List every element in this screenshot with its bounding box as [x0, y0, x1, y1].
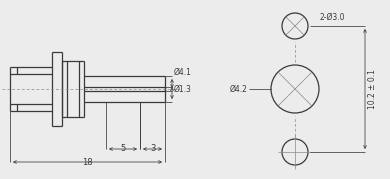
Text: Ø4.1: Ø4.1 [174, 67, 192, 76]
Text: 5: 5 [121, 144, 126, 153]
Text: 10.2 ± 0.1: 10.2 ± 0.1 [368, 69, 377, 109]
Text: Ø1.3: Ø1.3 [174, 84, 192, 93]
Text: Ø4.2: Ø4.2 [230, 84, 248, 93]
Text: 18: 18 [82, 158, 93, 167]
Text: 3: 3 [150, 144, 155, 153]
Text: 2-Ø3.0: 2-Ø3.0 [320, 13, 346, 21]
